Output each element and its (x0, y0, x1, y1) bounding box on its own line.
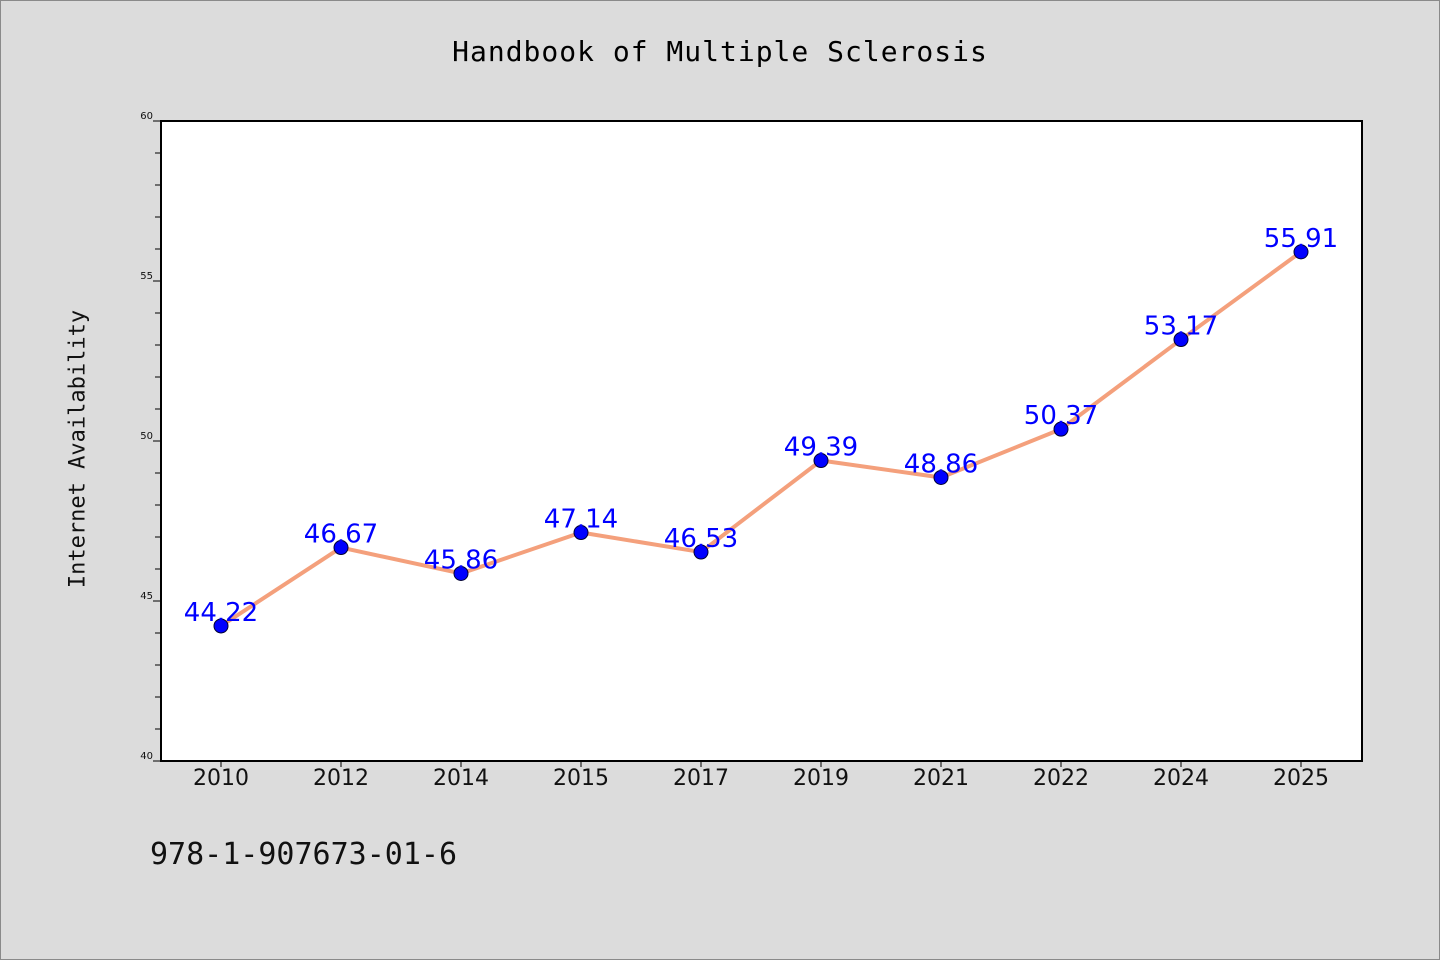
data-label: 53.17 (1144, 312, 1218, 342)
y-tick-label: 55 (140, 271, 153, 282)
data-label: 50.37 (1024, 401, 1098, 431)
data-label: 47.14 (544, 505, 618, 535)
data-point (1053, 421, 1069, 437)
data-label: 46.67 (304, 520, 378, 550)
x-tick-label: 2024 (1153, 766, 1209, 791)
y-tick-label: 60 (140, 111, 153, 122)
data-point (453, 565, 469, 581)
data-point (693, 544, 709, 560)
data-point (573, 525, 589, 541)
x-tick-label: 2025 (1273, 766, 1329, 791)
data-point (1293, 244, 1309, 260)
data-label: 55.91 (1264, 224, 1338, 254)
x-tick-label: 2021 (913, 766, 969, 791)
x-tick-label: 2014 (433, 766, 489, 791)
y-tick-label: 50 (140, 431, 153, 442)
y-tick-label: 45 (140, 591, 153, 602)
data-point (813, 453, 829, 469)
x-tick-label: 2012 (313, 766, 369, 791)
data-label: 48.86 (904, 449, 978, 479)
x-tick-label: 2022 (1033, 766, 1089, 791)
data-label: 49.39 (784, 433, 858, 463)
data-point (333, 540, 349, 556)
data-point (933, 469, 949, 485)
data-label: 45.86 (424, 545, 498, 575)
data-label: 44.22 (184, 598, 258, 628)
plot-area (161, 121, 1362, 761)
data-point (213, 618, 229, 634)
data-point (1173, 332, 1189, 348)
x-tick-label: 2019 (793, 766, 849, 791)
series-line (219, 250, 1303, 628)
isbn-text: 978-1-907673-01-6 (150, 837, 458, 872)
chart-title: Handbook of Multiple Sclerosis (452, 35, 988, 68)
x-tick-label: 2017 (673, 766, 729, 791)
x-tick-label: 2015 (553, 766, 609, 791)
x-tick-label: 2010 (193, 766, 249, 791)
plot-frame (160, 120, 1363, 762)
y-tick-label: 40 (140, 751, 153, 762)
data-label: 46.53 (664, 524, 738, 554)
